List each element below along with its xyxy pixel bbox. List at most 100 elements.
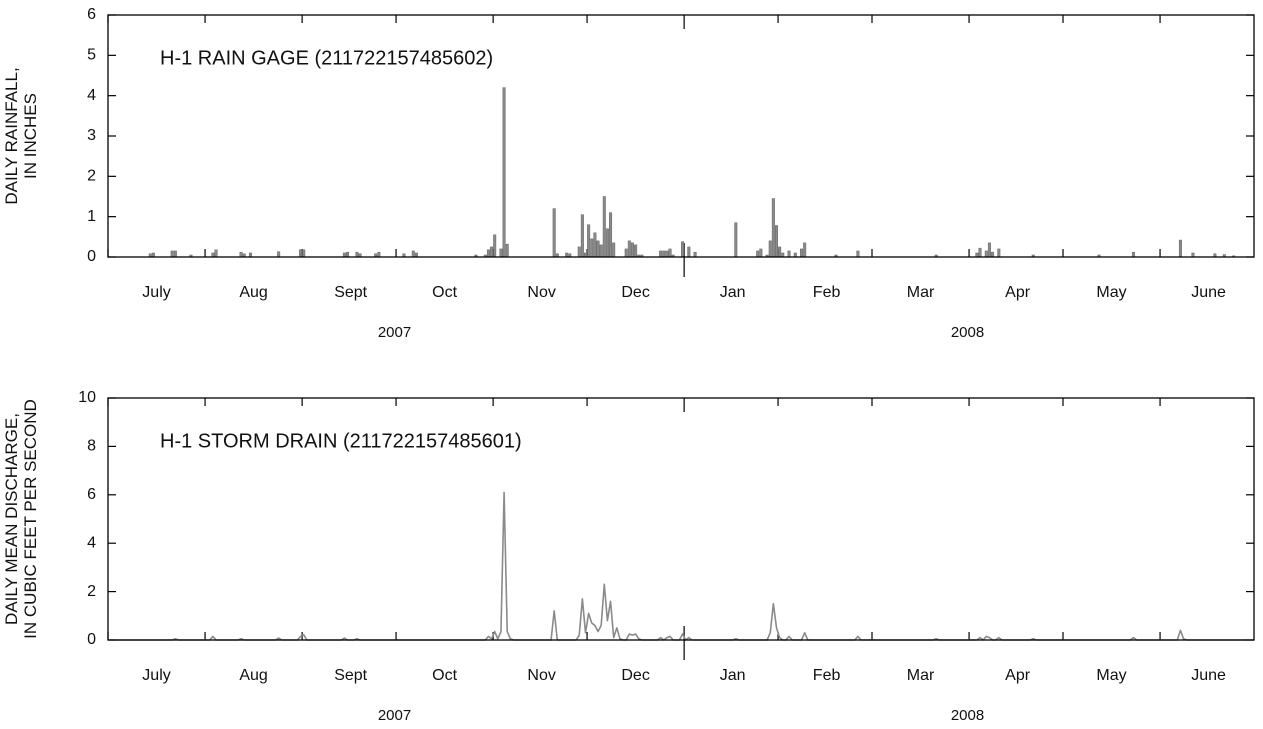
x-tick-label: Sept bbox=[334, 284, 367, 301]
bar bbox=[239, 251, 243, 258]
bar bbox=[355, 251, 359, 258]
bar bbox=[778, 246, 782, 258]
y-tick-label: 10 bbox=[78, 389, 96, 406]
year-label: 2007 bbox=[378, 324, 411, 341]
bar bbox=[302, 249, 306, 258]
y-axis-label: DAILY MEAN DISCHARGE,IN CUBIC FEET PER S… bbox=[2, 399, 40, 639]
bar bbox=[346, 251, 350, 258]
x-tick-label: Feb bbox=[813, 284, 841, 301]
bar bbox=[665, 250, 669, 258]
bar bbox=[612, 242, 616, 258]
x-tick-label: Oct bbox=[432, 284, 457, 301]
x-tick-label: Oct bbox=[432, 667, 457, 684]
y-tick-label: 3 bbox=[87, 127, 96, 144]
bar bbox=[803, 242, 807, 258]
y-axis-label-line: IN CUBIC FEET PER SECOND bbox=[21, 399, 40, 639]
bar bbox=[587, 224, 591, 258]
x-tick-label: May bbox=[1096, 284, 1126, 301]
bar bbox=[1178, 239, 1182, 258]
bar bbox=[377, 251, 381, 258]
year-label: 2008 bbox=[951, 324, 984, 341]
x-tick-label: Nov bbox=[527, 667, 555, 684]
bar bbox=[693, 251, 697, 258]
x-tick-label: Dec bbox=[621, 667, 649, 684]
x-tick-label: Jan bbox=[720, 667, 746, 684]
bar bbox=[411, 250, 415, 258]
y-tick-label: 4 bbox=[87, 534, 96, 551]
bar bbox=[605, 228, 609, 258]
y-tick-label: 4 bbox=[87, 87, 96, 104]
x-tick-label: Apr bbox=[1005, 667, 1031, 684]
bar bbox=[277, 251, 281, 258]
bar bbox=[624, 248, 628, 258]
bar bbox=[659, 250, 663, 258]
x-tick-label: Apr bbox=[1005, 284, 1031, 301]
y-tick-label: 0 bbox=[87, 248, 96, 265]
bar bbox=[768, 240, 772, 258]
bar bbox=[997, 248, 1001, 258]
y-tick-label: 2 bbox=[87, 168, 96, 185]
bar bbox=[856, 250, 860, 258]
year-label: 2008 bbox=[951, 707, 984, 724]
bar bbox=[978, 247, 982, 258]
x-tick-label: May bbox=[1096, 667, 1126, 684]
panel-title: H-1 STORM DRAIN (211722157485601) bbox=[160, 430, 522, 452]
bar bbox=[627, 240, 631, 258]
bar bbox=[759, 248, 763, 258]
bar bbox=[734, 222, 738, 258]
bar bbox=[602, 196, 606, 258]
x-tick-label: Aug bbox=[239, 667, 267, 684]
bar bbox=[499, 248, 503, 258]
bar bbox=[668, 248, 672, 258]
bar bbox=[991, 251, 995, 258]
y-axis-label-line: IN INCHES bbox=[21, 93, 40, 179]
bar bbox=[681, 241, 685, 258]
y-axis-label-line: DAILY MEAN DISCHARGE, bbox=[2, 413, 21, 625]
y-tick-label: 5 bbox=[87, 47, 96, 64]
x-tick-label: June bbox=[1191, 284, 1226, 301]
bar bbox=[505, 243, 509, 258]
x-tick-label: Dec bbox=[621, 284, 649, 301]
bar bbox=[214, 249, 218, 258]
x-tick-label: July bbox=[142, 284, 170, 301]
x-tick-label: Mar bbox=[907, 284, 935, 301]
bar bbox=[552, 208, 556, 258]
panel-title: H-1 RAIN GAGE (211722157485602) bbox=[160, 47, 493, 69]
y-tick-label: 8 bbox=[87, 438, 96, 455]
bar bbox=[599, 244, 603, 258]
bar bbox=[490, 246, 494, 258]
bar bbox=[593, 232, 597, 258]
bar bbox=[590, 238, 594, 258]
bar bbox=[987, 242, 991, 258]
x-tick-label: June bbox=[1191, 667, 1226, 684]
bar bbox=[687, 246, 691, 258]
line bbox=[109, 491, 1253, 641]
y-axis-label: DAILY RAINFALL,IN INCHES bbox=[2, 67, 40, 204]
bar bbox=[493, 234, 497, 258]
year-label: 2007 bbox=[378, 707, 411, 724]
bar bbox=[609, 212, 613, 258]
bar bbox=[486, 249, 490, 258]
x-tick-label: Feb bbox=[813, 667, 841, 684]
plot-frame bbox=[107, 14, 1255, 258]
y-tick-label: 2 bbox=[87, 583, 96, 600]
bar bbox=[787, 250, 791, 258]
bar bbox=[170, 250, 174, 258]
bar bbox=[596, 240, 600, 258]
x-tick-label: Sept bbox=[334, 667, 367, 684]
bar bbox=[299, 249, 303, 258]
x-tick-label: Mar bbox=[907, 667, 935, 684]
plot-frame bbox=[107, 397, 1255, 641]
bar bbox=[577, 246, 581, 258]
bar bbox=[774, 225, 779, 258]
bar bbox=[1131, 251, 1135, 258]
bar bbox=[502, 87, 506, 258]
y-tick-label: 0 bbox=[87, 631, 96, 648]
x-tick-label: Aug bbox=[239, 284, 267, 301]
y-tick-label: 6 bbox=[87, 486, 96, 503]
bar bbox=[800, 248, 804, 258]
y-tick-label: 1 bbox=[87, 208, 96, 225]
bar bbox=[173, 250, 177, 258]
x-tick-label: Nov bbox=[527, 284, 555, 301]
